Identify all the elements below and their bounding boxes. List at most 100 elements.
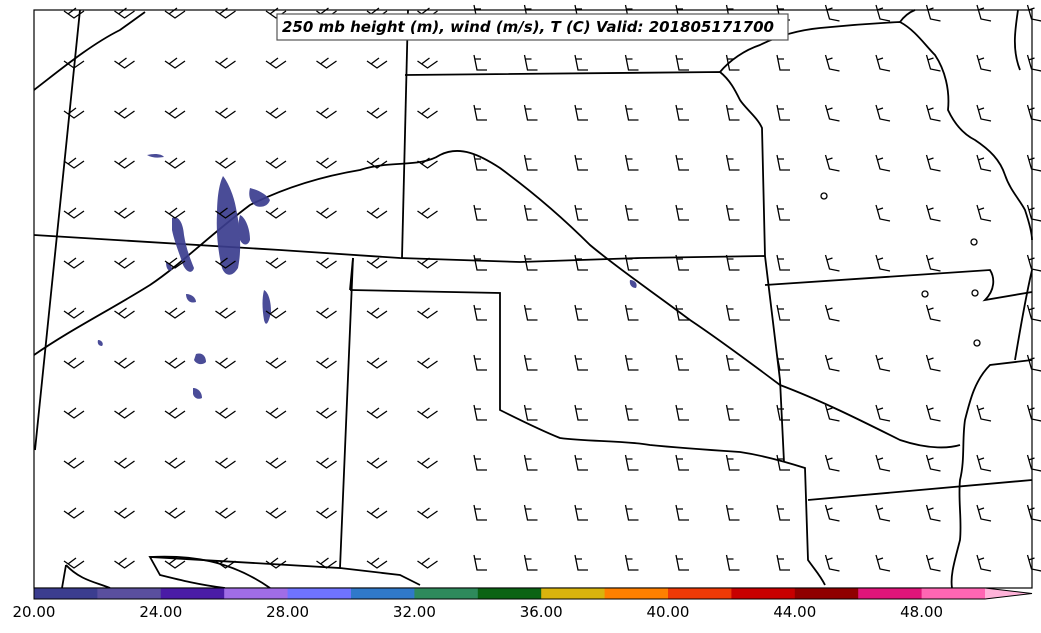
wind-barb bbox=[215, 557, 236, 569]
wind-barb bbox=[875, 204, 891, 222]
wind-barb bbox=[316, 557, 337, 569]
wind-barb bbox=[523, 554, 538, 571]
wind-barb bbox=[574, 204, 588, 221]
wind-barb bbox=[925, 254, 941, 272]
wind-barb bbox=[574, 54, 588, 71]
wind-barb bbox=[725, 354, 740, 371]
wind-barb bbox=[624, 454, 639, 471]
calm-wind-markers bbox=[820, 192, 981, 347]
wind-barb bbox=[164, 157, 186, 169]
wind-barb bbox=[976, 104, 992, 122]
colorbar-segment bbox=[351, 588, 415, 599]
wind-barb bbox=[725, 454, 740, 471]
wind-barb bbox=[624, 554, 639, 571]
wind-barb bbox=[114, 257, 135, 269]
wind-barb bbox=[925, 304, 941, 322]
wind-barb bbox=[316, 357, 337, 369]
wind-barb bbox=[824, 454, 840, 472]
wind-barb bbox=[776, 154, 790, 171]
wind-barb bbox=[114, 357, 135, 369]
wind-barb bbox=[63, 457, 85, 469]
wind-barb bbox=[976, 204, 992, 222]
wind-barb bbox=[215, 107, 236, 119]
wind-barb bbox=[523, 404, 538, 421]
colorbar-tick-label: 28.00 bbox=[266, 603, 309, 621]
wind-barb bbox=[265, 257, 287, 269]
wind-barb bbox=[624, 304, 639, 321]
wind-barb bbox=[164, 107, 186, 119]
wind-barb bbox=[366, 557, 388, 569]
wind-barb bbox=[316, 507, 337, 519]
colorbar-segment bbox=[160, 588, 225, 599]
wind-barb bbox=[473, 254, 487, 271]
wind-barb bbox=[523, 154, 538, 171]
wind-barb bbox=[574, 354, 588, 371]
colorbar-segment bbox=[794, 588, 859, 599]
wind-barb bbox=[1026, 504, 1041, 522]
wind-barb bbox=[265, 307, 287, 319]
wind-barb bbox=[417, 257, 438, 269]
wind-barb bbox=[675, 404, 689, 421]
wind-barb bbox=[725, 554, 740, 571]
wind-barb bbox=[417, 57, 438, 69]
wind-barb bbox=[164, 207, 186, 219]
wind-barb bbox=[675, 154, 689, 171]
wind-barb bbox=[725, 254, 740, 271]
wind-barb bbox=[63, 357, 85, 369]
wind-barb bbox=[925, 454, 941, 472]
wind-barb bbox=[417, 407, 438, 419]
wind-barb bbox=[675, 254, 689, 271]
wind-barb bbox=[925, 354, 941, 372]
wind-barb bbox=[366, 257, 388, 269]
wind-barb bbox=[675, 304, 689, 321]
wind-barb bbox=[523, 354, 538, 371]
wind-barb bbox=[574, 254, 588, 271]
wind-barb bbox=[316, 107, 337, 119]
wind-barb bbox=[366, 57, 388, 69]
wind-barb bbox=[824, 254, 840, 272]
wind-barb bbox=[215, 357, 236, 369]
wind-barb bbox=[164, 257, 186, 269]
wind-barb bbox=[776, 404, 790, 421]
wind-barb bbox=[875, 54, 891, 72]
wind-barb bbox=[875, 354, 891, 372]
wind-barb bbox=[824, 404, 840, 422]
wind-barb bbox=[473, 154, 487, 171]
wind-barb bbox=[776, 504, 790, 521]
wind-barb bbox=[366, 157, 388, 169]
wind-barb bbox=[824, 4, 840, 22]
colorbar-segment bbox=[921, 588, 986, 599]
wind-barb bbox=[824, 154, 840, 172]
wind-barb bbox=[824, 354, 840, 372]
title-text: 250 mb height (m), wind (m/s), T (C) Val… bbox=[282, 18, 774, 36]
wind-barb bbox=[976, 54, 992, 72]
wind-barb bbox=[624, 154, 639, 171]
wind-barb bbox=[1026, 404, 1041, 422]
wind-barbs bbox=[63, 4, 1041, 572]
colorbar-tick-label: 40.00 bbox=[647, 603, 690, 621]
wind-barb bbox=[316, 457, 337, 469]
wind-barb bbox=[63, 57, 85, 69]
wind-barb bbox=[523, 204, 538, 221]
wind-barb bbox=[776, 554, 790, 571]
colorbar-tick-label: 44.00 bbox=[773, 603, 816, 621]
wind-barb bbox=[164, 407, 186, 419]
wind-barb bbox=[215, 157, 236, 169]
colorbar-tick-label: 48.00 bbox=[900, 603, 943, 621]
wind-barb bbox=[875, 554, 891, 572]
wind-barb bbox=[523, 504, 538, 521]
wind-barb bbox=[1026, 4, 1041, 22]
wind-barb bbox=[1026, 154, 1041, 172]
wind-barb bbox=[725, 54, 740, 71]
wind-barb bbox=[574, 154, 588, 171]
wind-barb bbox=[114, 407, 135, 419]
wind-barb bbox=[265, 7, 287, 19]
wind-barb bbox=[824, 104, 840, 122]
wind-barb bbox=[523, 254, 538, 271]
wind-barb bbox=[976, 154, 992, 172]
wind-barb bbox=[925, 104, 941, 122]
wind-barb bbox=[624, 104, 639, 121]
wind-barb bbox=[164, 357, 186, 369]
wind-barb bbox=[624, 254, 639, 271]
wind-barb bbox=[63, 207, 85, 219]
